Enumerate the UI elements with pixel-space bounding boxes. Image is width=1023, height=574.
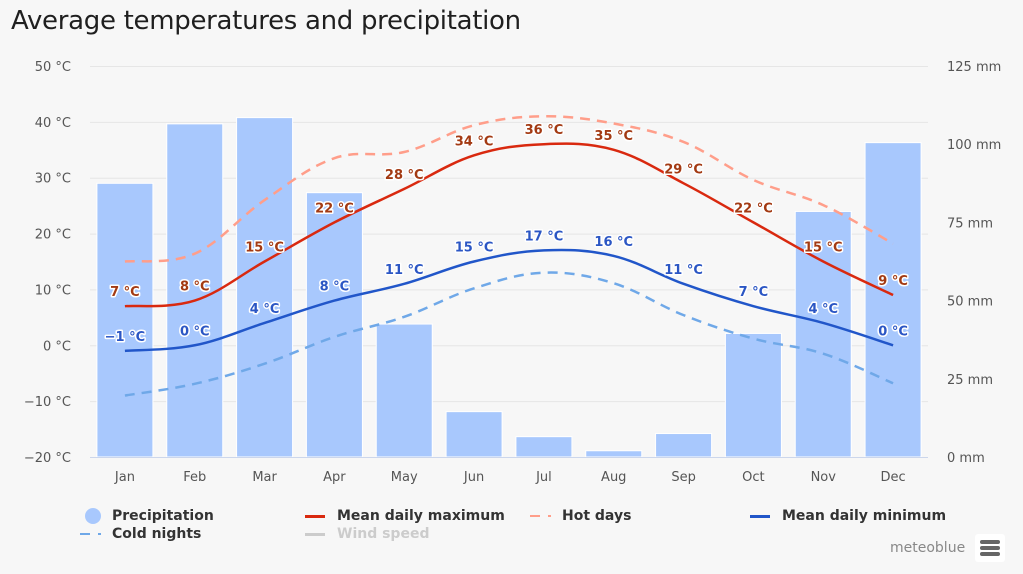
x-tick-label: Dec — [881, 470, 906, 485]
y-right-tick-label: 0 mm — [947, 451, 985, 466]
data-label-mean-daily-maximum: 9 °C — [878, 274, 908, 289]
legend-label: Precipitation — [112, 508, 214, 524]
data-label-mean-daily-minimum: 17 °C — [525, 229, 564, 244]
data-label-mean-daily-maximum: 35 °C — [594, 129, 633, 144]
legend-item-mean-daily-maximum[interactable]: Mean daily maximum — [305, 508, 505, 524]
line-icon — [750, 509, 776, 523]
data-label-mean-daily-maximum: 15 °C — [804, 241, 843, 256]
chart-menu-button[interactable] — [975, 534, 1005, 562]
legend-item-precipitation[interactable]: Precipitation — [80, 508, 214, 524]
y-left-tick-label: −10 °C — [24, 395, 71, 410]
data-label-mean-daily-minimum: 7 °C — [739, 285, 769, 300]
x-tick-label: Jun — [463, 470, 484, 485]
series-line-cold-nights[interactable] — [124, 271, 894, 397]
data-label-mean-daily-maximum: 15 °C — [245, 241, 284, 256]
grid-lines — [90, 66, 928, 403]
data-label-mean-daily-minimum: 0 °C — [180, 324, 210, 339]
y-left-tick-label: 50 °C — [35, 60, 71, 75]
x-tick-label: Aug — [601, 470, 626, 485]
data-label-mean-daily-maximum: 28 °C — [385, 168, 424, 183]
precipitation-bar-mar[interactable] — [236, 117, 294, 458]
y-left-tick-label: 20 °C — [35, 228, 71, 243]
legend-label: Mean daily maximum — [337, 508, 505, 524]
data-label-mean-daily-maximum: 22 °C — [734, 201, 773, 216]
y-left-tick-label: 10 °C — [35, 283, 71, 298]
dashed-line-icon — [80, 527, 106, 541]
y-left-tick-label: −20 °C — [24, 451, 71, 466]
data-label-mean-daily-maximum: 22 °C — [315, 201, 354, 216]
y-left-tick-label: 30 °C — [35, 172, 71, 187]
x-tick-label: Oct — [742, 470, 764, 485]
y-axis-left: 50 °C 40 °C 30 °C 20 °C 10 °C 0 °C −10 °C −20 °… — [24, 60, 71, 466]
precipitation-bar-aug[interactable] — [585, 450, 643, 458]
precipitation-bar-oct[interactable] — [724, 332, 782, 458]
legend: Precipitation Mean daily maximum Hot day… — [0, 506, 1023, 551]
y-right-tick-label: 125 mm — [947, 60, 1001, 75]
x-tick-label: Jan — [114, 470, 135, 485]
y-right-tick-label: 75 mm — [947, 216, 993, 231]
series-line-mean-daily-minimum[interactable] — [124, 248, 894, 353]
line-icon — [305, 527, 331, 541]
x-tick-label: Sep — [671, 470, 696, 485]
hamburger-menu-icon — [980, 540, 1000, 544]
legend-label: Wind speed — [337, 526, 430, 542]
line-icon — [305, 509, 331, 523]
y-left-tick-label: 0 °C — [43, 339, 71, 354]
x-tick-label: Mar — [252, 470, 277, 485]
precipitation-bar-jan[interactable] — [96, 182, 154, 458]
x-tick-label: May — [391, 470, 418, 485]
precipitation-bar-apr[interactable] — [305, 192, 363, 458]
temperature-lines — [124, 115, 894, 397]
data-label-mean-daily-minimum: 0 °C — [878, 324, 908, 339]
y-right-tick-label: 100 mm — [947, 138, 1001, 153]
data-label-mean-daily-minimum: −1 °C — [105, 330, 146, 345]
circle-icon — [80, 508, 106, 524]
data-label-mean-daily-maximum: 7 °C — [110, 285, 140, 300]
data-label-mean-daily-minimum: 11 °C — [664, 263, 703, 278]
data-label-mean-daily-maximum: 8 °C — [180, 280, 210, 295]
brand-logo: meteoblue — [890, 540, 966, 556]
y-right-tick-label: 25 mm — [947, 373, 993, 388]
x-tick-label: Feb — [183, 470, 206, 485]
data-label-mean-daily-maximum: 29 °C — [664, 162, 703, 177]
legend-label: Mean daily minimum — [782, 508, 947, 524]
precipitation-bar-jun[interactable] — [445, 411, 503, 458]
y-axis-right: 125 mm 100 mm 75 mm 50 mm 25 mm 0 mm — [947, 60, 1001, 466]
series-line-mean-daily-maximum[interactable] — [124, 142, 894, 308]
precipitation-bar-dec[interactable] — [864, 142, 922, 458]
y-right-tick-label: 50 mm — [947, 295, 993, 310]
data-labels: 7 °C 8 °C 15 °C 22 °C 28 °C 34 °C 36 °C 35 °C 29… — [103, 122, 909, 347]
legend-item-hot-days[interactable]: Hot days — [530, 508, 631, 524]
y-left-tick-label: 40 °C — [35, 116, 71, 131]
data-label-mean-daily-maximum: 36 °C — [525, 123, 564, 138]
precipitation-bar-feb[interactable] — [166, 123, 224, 458]
x-tick-label: Apr — [323, 470, 346, 485]
series-line-hot-days[interactable] — [124, 115, 894, 263]
legend-item-cold-nights[interactable]: Cold nights — [80, 526, 201, 542]
chart-title: Average temperatures and precipitation — [11, 6, 521, 36]
legend-label: Cold nights — [112, 526, 202, 542]
legend-label: Hot days — [562, 508, 632, 524]
chart: 50 °C 40 °C 30 °C 20 °C 10 °C 0 °C −10 °C −20 °… — [24, 60, 1001, 485]
data-label-mean-daily-minimum: 15 °C — [455, 241, 494, 256]
data-label-mean-daily-minimum: 11 °C — [385, 263, 424, 278]
x-tick-label: Jul — [535, 470, 552, 485]
precipitation-bar-jul[interactable] — [515, 436, 573, 458]
x-axis-ticks: Jan Feb Mar Apr May Jun Jul Aug Sep Oct Nov Dec — [114, 470, 906, 485]
data-label-mean-daily-minimum: 16 °C — [594, 235, 633, 250]
x-tick-label: Nov — [811, 470, 837, 485]
data-label-mean-daily-minimum: 4 °C — [808, 302, 838, 317]
legend-item-wind-speed[interactable]: Wind speed — [305, 526, 429, 542]
data-label-mean-daily-minimum: 4 °C — [250, 302, 280, 317]
data-label-mean-daily-minimum: 8 °C — [320, 280, 350, 295]
precipitation-bar-sep[interactable] — [655, 433, 713, 458]
data-label-mean-daily-maximum: 34 °C — [455, 134, 494, 149]
precipitation-bars — [96, 117, 922, 458]
legend-item-mean-daily-minimum[interactable]: Mean daily minimum — [750, 508, 946, 524]
dashed-line-icon — [530, 509, 556, 523]
precipitation-bar-may[interactable] — [375, 323, 433, 458]
